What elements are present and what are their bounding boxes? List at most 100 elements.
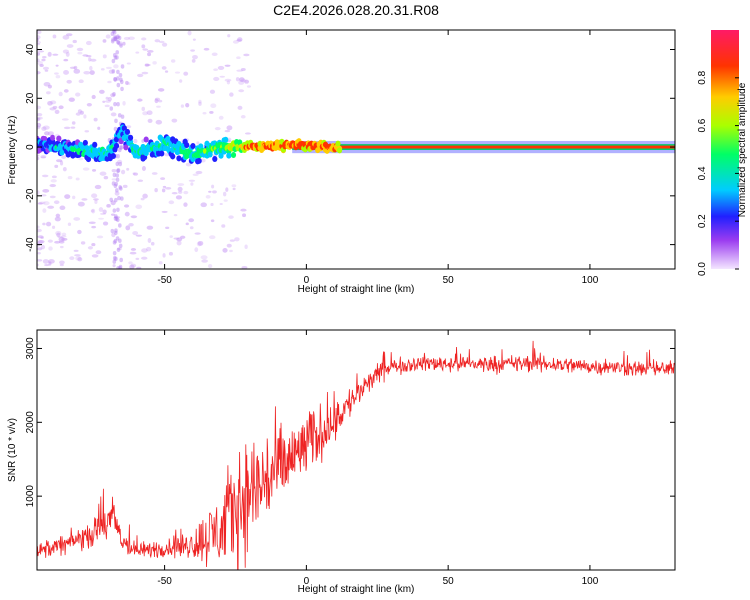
noise-point	[102, 209, 107, 215]
noise-point	[128, 261, 133, 265]
noise-point	[121, 169, 126, 175]
noise-point	[40, 155, 47, 159]
ridge-point	[207, 151, 213, 158]
noise-point	[169, 235, 173, 239]
noise-point	[73, 68, 81, 74]
noise-point	[188, 218, 195, 223]
noise-point	[37, 154, 40, 157]
noise-point	[112, 264, 116, 268]
noise-point	[185, 102, 190, 108]
noise-point	[38, 50, 45, 53]
noise-point	[37, 259, 43, 262]
noise-point	[45, 221, 52, 227]
noise-point	[128, 36, 135, 40]
streak-point	[110, 31, 115, 37]
noise-point	[200, 202, 207, 208]
noise-point	[198, 99, 202, 104]
ridge-point	[42, 135, 48, 142]
noise-point	[130, 215, 138, 219]
noise-point	[122, 184, 128, 189]
streak-point	[115, 55, 119, 60]
noise-point	[110, 93, 116, 98]
noise-point	[177, 186, 183, 192]
noise-point	[94, 199, 98, 204]
streak-point	[113, 238, 118, 244]
ridge-point	[84, 145, 90, 152]
y-tick-label: 20	[25, 92, 36, 104]
noise-point	[141, 37, 147, 41]
streak-point	[118, 161, 123, 167]
colorbar-tick-label: 0.8	[697, 70, 708, 84]
streak-point	[111, 58, 116, 64]
noise-point	[59, 260, 65, 265]
noise-point	[136, 98, 143, 102]
noise-point	[124, 211, 130, 217]
noise-point	[90, 209, 95, 213]
noise-point	[95, 250, 102, 255]
noise-point	[52, 34, 57, 39]
noise-point	[58, 240, 65, 244]
streak-point	[116, 39, 120, 45]
noise-point	[236, 39, 242, 42]
streak-point	[112, 92, 116, 97]
streak-point	[110, 39, 115, 44]
noise-point	[63, 58, 69, 62]
noise-point	[113, 216, 121, 219]
colorbar-tick-label: 0.6	[697, 118, 708, 132]
streak-point	[109, 106, 114, 111]
noise-point	[47, 100, 53, 106]
streak-point	[112, 53, 117, 58]
noise-point	[244, 132, 251, 135]
noise-point	[117, 247, 122, 251]
noise-point	[211, 184, 215, 189]
noise-point	[209, 235, 216, 240]
ridge-point	[218, 152, 224, 159]
noise-point	[37, 190, 40, 195]
noise-point	[105, 99, 111, 103]
streak-point	[116, 207, 120, 212]
noise-point	[238, 80, 245, 85]
noise-point	[232, 187, 236, 191]
noise-point	[232, 40, 239, 44]
figure-title: C2E4.2026.028.20.31.R08	[273, 2, 439, 18]
ridge-point	[190, 142, 196, 149]
x-tick-label: -50	[157, 275, 172, 286]
noise-point	[146, 225, 154, 230]
noise-point	[171, 192, 178, 195]
noise-point	[84, 130, 90, 133]
noise-point	[59, 205, 66, 210]
noise-point	[69, 256, 75, 261]
noise-point	[240, 68, 246, 72]
noise-point	[154, 39, 161, 43]
noise-point	[54, 216, 61, 222]
spectrogram-xlabel: Height of straight line (km)	[298, 284, 415, 295]
spectrogram-frame	[36, 29, 676, 270]
noise-point	[61, 237, 68, 241]
noise-point	[55, 213, 61, 218]
noise-point	[49, 184, 57, 188]
noise-point	[200, 255, 208, 260]
noise-point	[42, 259, 49, 264]
ridge-point	[124, 128, 131, 135]
noise-point	[243, 53, 250, 57]
noise-point	[37, 35, 41, 40]
noise-point	[110, 200, 116, 206]
streak-point	[113, 55, 118, 60]
colorbar-gradient	[711, 30, 739, 269]
ridge-point	[49, 134, 56, 141]
noise-point	[165, 186, 172, 190]
noise-point	[54, 164, 59, 168]
noise-point	[61, 118, 69, 121]
colorbar-tick-label: 0.0	[697, 262, 708, 276]
noise-point	[203, 47, 210, 51]
noise-point	[98, 217, 105, 220]
ridge-point	[85, 156, 92, 163]
noise-point	[42, 55, 47, 59]
streak-point	[119, 77, 123, 82]
noise-point	[42, 222, 46, 226]
streak-point	[114, 216, 119, 221]
noise-point	[42, 188, 50, 193]
noise-point	[108, 69, 115, 74]
x-tick-label: 100	[582, 275, 599, 286]
noise-point	[81, 198, 88, 201]
